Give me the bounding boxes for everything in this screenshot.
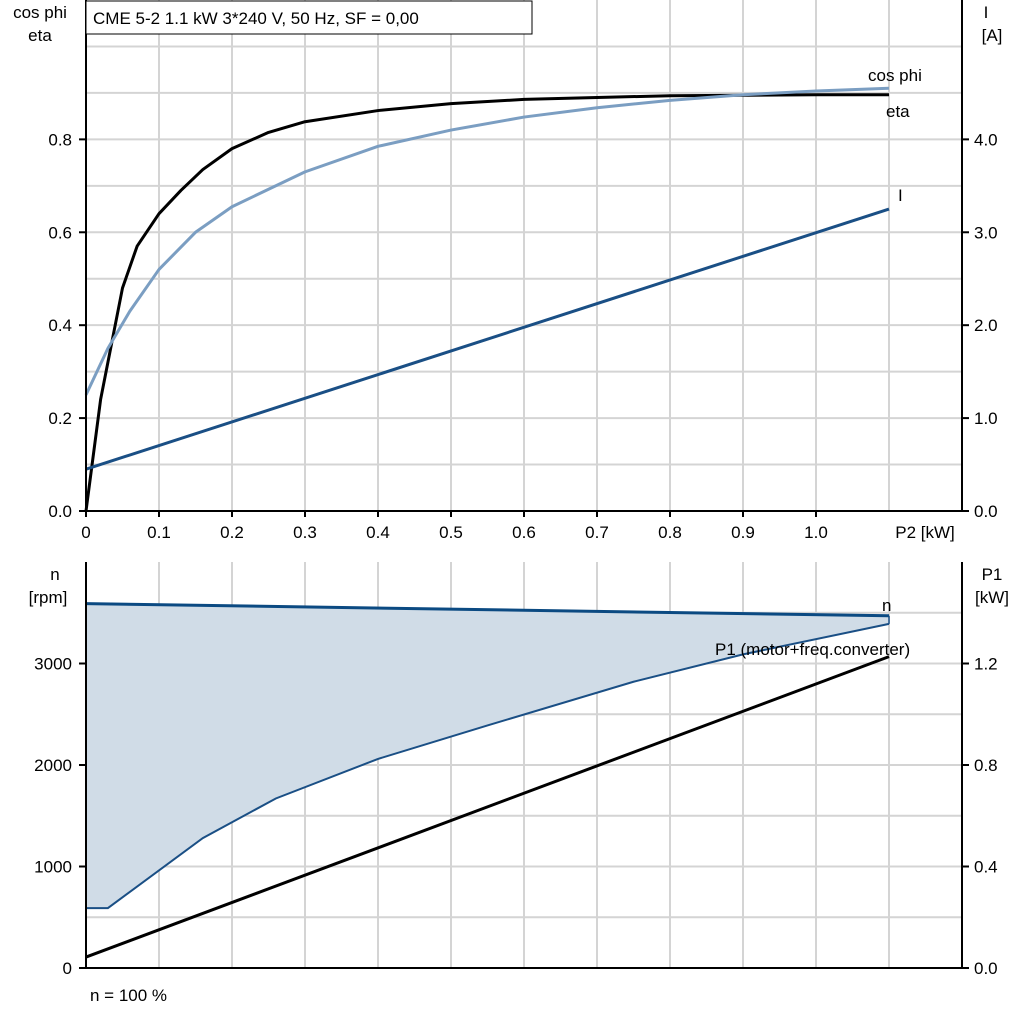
y-axis-label-left: n [50, 565, 59, 584]
y-tick-label-right: 0.8 [974, 756, 998, 775]
y-tick-label-right: 0.0 [974, 502, 998, 521]
axes [79, 0, 969, 969]
y-axis-label-right: [A] [982, 26, 1003, 45]
x-axis-label: P2 [kW] [895, 523, 955, 542]
x-tick-label: 1.0 [804, 523, 828, 542]
y-tick-label-left: 3000 [34, 655, 72, 674]
series-cos-line [84, 86, 890, 396]
x-tick-label: 0.6 [512, 523, 536, 542]
series-label-cosphi: cos phi [868, 66, 922, 85]
series-label-eta: eta [886, 102, 910, 121]
operating-range-lower-edge [86, 622, 890, 910]
y-tick-label-left: 1000 [34, 858, 72, 877]
y-tick-label-left: 0.0 [48, 502, 72, 521]
y-tick-label-right: 0.0 [974, 959, 998, 978]
x-tick-label: 0.1 [147, 523, 171, 542]
y-tick-label-right: 1.0 [974, 409, 998, 428]
y-axis-label-right: I [984, 3, 989, 22]
x-tick-label: 0.3 [293, 523, 317, 542]
top-grid [86, 0, 962, 511]
y-tick-label-right: 0.4 [974, 858, 998, 877]
y-tick-label-right: 4.0 [974, 130, 998, 149]
operating-range-area [86, 603, 889, 909]
y-axis-label-right: P1 [982, 565, 1003, 584]
series-eta-line [84, 93, 889, 512]
x-tick-label: 0.2 [220, 523, 244, 542]
x-tick-label: 0 [81, 523, 90, 542]
chart-marks [84, 86, 890, 959]
series-label-p1: P1 (motor+freq.converter) [715, 640, 910, 659]
y-tick-label-left: 0.4 [48, 316, 72, 335]
title-box [85, 0, 533, 35]
y-tick-label-left: 0.8 [48, 130, 72, 149]
y-tick-label-right: 1.2 [974, 655, 998, 674]
x-tick-label: 0.4 [366, 523, 390, 542]
x-tick-label: 0.5 [439, 523, 463, 542]
series-label-i: I [898, 186, 903, 205]
series-label-n: n [882, 596, 891, 615]
series-p1-line [85, 655, 890, 959]
y-axis-label-left: eta [28, 26, 52, 45]
chart-title: CME 5-2 1.1 kW 3*240 V, 50 Hz, SF = 0,00 [93, 9, 419, 28]
y-tick-label-right: 2.0 [974, 316, 998, 335]
series-n-line [85, 602, 890, 618]
x-tick-label: 0.7 [585, 523, 609, 542]
y-tick-label-right: 3.0 [974, 223, 998, 242]
y-tick-label-left: 0 [63, 959, 72, 978]
footnote: n = 100 % [90, 986, 167, 1005]
series-i-line [85, 207, 890, 471]
x-tick-label: 0.9 [731, 523, 755, 542]
y-tick-label-left: 0.2 [48, 409, 72, 428]
y-axis-label-left: [rpm] [29, 588, 68, 607]
labels: 0 0.1 0.2 0.3 0.4 0.5 0.6 0.7 0.8 0.9 1.0 P2 [kW] 0.… [13, 3, 1009, 978]
x-tick-label: 0.8 [658, 523, 682, 542]
y-axis-label-left: cos phi [13, 3, 67, 22]
y-tick-label-left: 0.6 [48, 223, 72, 242]
y-axis-label-right: [kW] [975, 588, 1009, 607]
y-tick-label-left: 2000 [34, 756, 72, 775]
